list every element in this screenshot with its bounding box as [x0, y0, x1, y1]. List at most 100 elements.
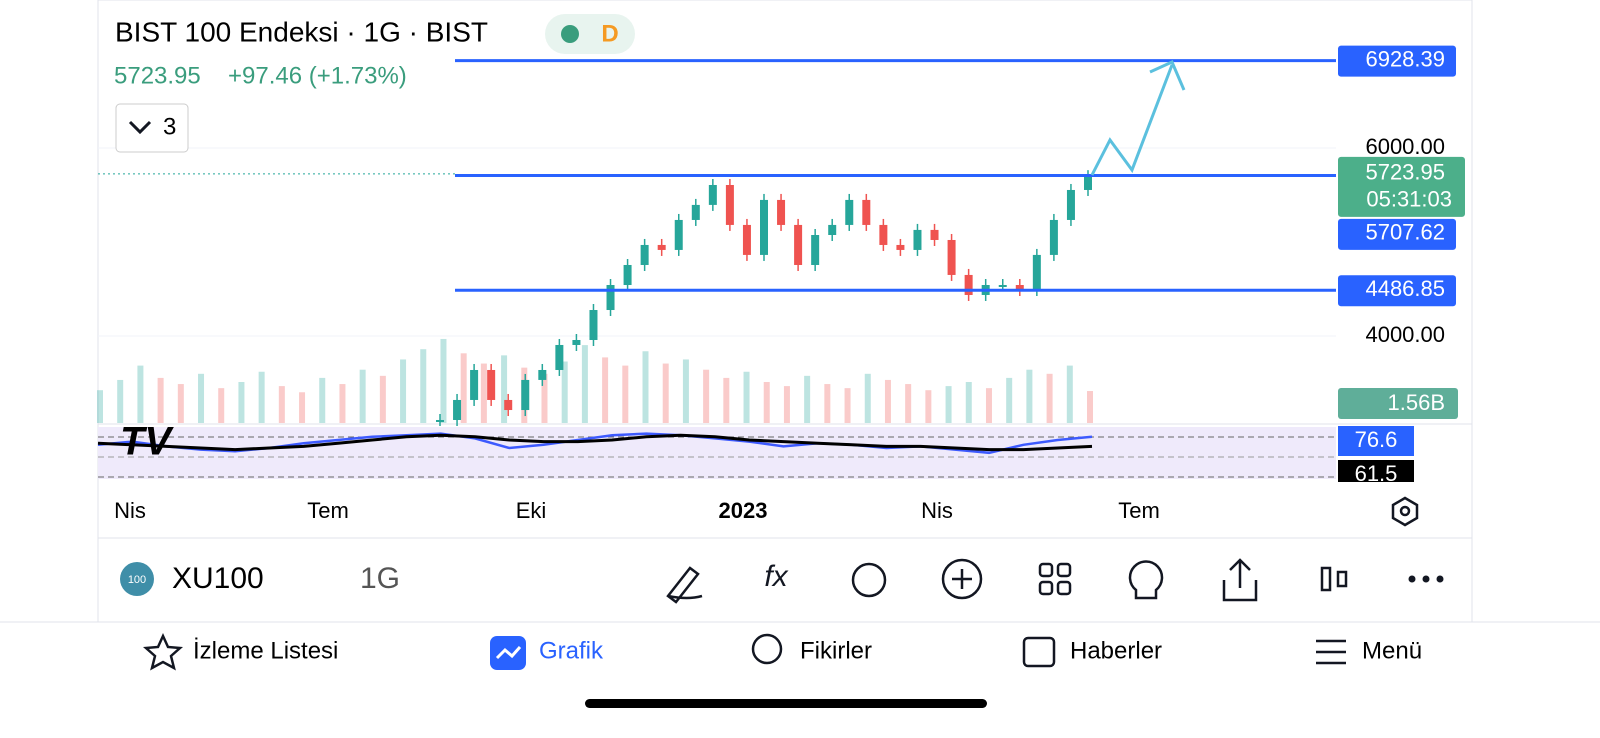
- volume-bar: [581, 345, 588, 423]
- arrow-drawing: [1090, 64, 1174, 176]
- candle-body: [725, 184, 734, 225]
- volume-bar: [137, 365, 144, 423]
- candle-body: [742, 224, 751, 255]
- candle-body: [538, 369, 547, 380]
- status-dot: [561, 25, 579, 43]
- volume-bar: [703, 369, 710, 423]
- share-icon[interactable]: [1222, 558, 1258, 602]
- candle-body: [691, 204, 700, 220]
- last-price-label: 5723.95: [1365, 160, 1445, 185]
- x-tick-label: Eki: [516, 498, 547, 523]
- volume-bar: [480, 363, 487, 423]
- volume-bar: [319, 377, 326, 423]
- volume-bar: [117, 379, 124, 423]
- volume-bar: [864, 373, 871, 423]
- volume-bar: [602, 357, 609, 423]
- add-icon-plus: [952, 569, 972, 589]
- watchlist-icon: [142, 632, 184, 671]
- news-icon: [1022, 636, 1056, 668]
- volume-bar: [339, 384, 346, 423]
- candle-body: [623, 264, 632, 286]
- volume-bar: [783, 386, 790, 423]
- candle-body: [760, 199, 768, 255]
- volume-bar: [743, 371, 750, 423]
- candle-body: [913, 229, 922, 250]
- candle-body: [930, 229, 939, 240]
- nav-item[interactable]: Grafik: [539, 637, 604, 664]
- dot: [1422, 575, 1430, 583]
- candle-body: [896, 244, 905, 250]
- nav-item[interactable]: Haberler: [1070, 637, 1162, 664]
- layout-icon[interactable]: [1038, 562, 1054, 578]
- x-tick-label: 2023: [719, 498, 768, 523]
- level-label-box: [1338, 45, 1456, 77]
- indicator-toggle[interactable]: [115, 103, 189, 153]
- volume-bar: [763, 382, 770, 423]
- chevron: [128, 120, 152, 135]
- rsi-label: 76.6: [1355, 427, 1398, 452]
- x-tick-label: Nis: [114, 498, 146, 523]
- chart-type-icon[interactable]: [1320, 566, 1332, 592]
- candle-body: [1066, 189, 1075, 220]
- plot: 4000.006000.005723.9505:31:036928.395707…: [97, 45, 1465, 523]
- volume-bar: [198, 373, 205, 423]
- ideas-icon[interactable]: [1128, 560, 1164, 600]
- volume-bar: [561, 361, 568, 423]
- delay-badge: D: [601, 20, 618, 47]
- interval[interactable]: 1G: [360, 562, 400, 595]
- volume-bar: [1006, 377, 1013, 423]
- quote-change: +97.46 (+1.73%): [228, 62, 407, 89]
- volume-bar: [1066, 365, 1073, 423]
- volume-bar: [400, 359, 407, 423]
- candle-body: [777, 199, 786, 225]
- x-tick-label: Nis: [921, 498, 953, 523]
- chart-type-icon: [1336, 570, 1348, 588]
- volume-bar: [662, 363, 669, 423]
- volume-bar: [460, 353, 467, 423]
- volume-bar: [177, 384, 184, 423]
- candle-body: [862, 199, 871, 225]
- candle-body: [674, 219, 683, 250]
- level-label-box: [1338, 275, 1456, 307]
- volume-bar: [1026, 369, 1033, 423]
- candle-body: [657, 244, 666, 250]
- candle-body: [572, 339, 581, 345]
- symbol-logo-text: 100: [128, 574, 146, 586]
- add-icon[interactable]: [941, 558, 983, 600]
- volume-bar: [541, 373, 548, 423]
- fx-icon[interactable]: fx: [764, 560, 788, 593]
- draw-icon[interactable]: [666, 566, 703, 604]
- volume-bar: [501, 355, 508, 423]
- layout-icon: [1038, 580, 1054, 596]
- rsi-label-box: [1338, 426, 1414, 456]
- status-pill: [545, 14, 635, 54]
- level-label: 4486.85: [1365, 276, 1445, 301]
- volume-bar: [985, 388, 992, 423]
- nav-item[interactable]: Menü: [1362, 637, 1422, 664]
- alert-icon[interactable]: [851, 562, 887, 598]
- candle-body: [794, 224, 803, 265]
- volume-bar: [682, 359, 689, 423]
- x-tick-label: Tem: [307, 498, 349, 523]
- more-icon[interactable]: [1408, 575, 1444, 583]
- candle-body: [640, 244, 649, 265]
- symbol[interactable]: XU100: [172, 562, 264, 595]
- volume-bar: [905, 384, 912, 423]
- candle-body: [436, 419, 444, 422]
- toolbar-icons: fx: [666, 558, 1348, 604]
- volume-bar: [622, 365, 629, 423]
- candle-body: [1049, 219, 1058, 255]
- nav-item[interactable]: İzleme Listesi: [193, 637, 338, 664]
- volume-label-box: [1338, 388, 1458, 419]
- countdown: 05:31:03: [1366, 187, 1452, 212]
- volume-bar: [258, 371, 265, 423]
- settings-icon[interactable]: [1391, 496, 1419, 527]
- candle-body: [521, 379, 530, 411]
- volume-bar: [723, 377, 730, 423]
- rsi-line: [97, 433, 1093, 452]
- volume-bar: [844, 388, 851, 423]
- rsi-band: [98, 427, 1336, 479]
- volume-bar: [359, 369, 366, 423]
- dot: [1408, 575, 1416, 583]
- nav-item[interactable]: Fikirler: [800, 637, 872, 664]
